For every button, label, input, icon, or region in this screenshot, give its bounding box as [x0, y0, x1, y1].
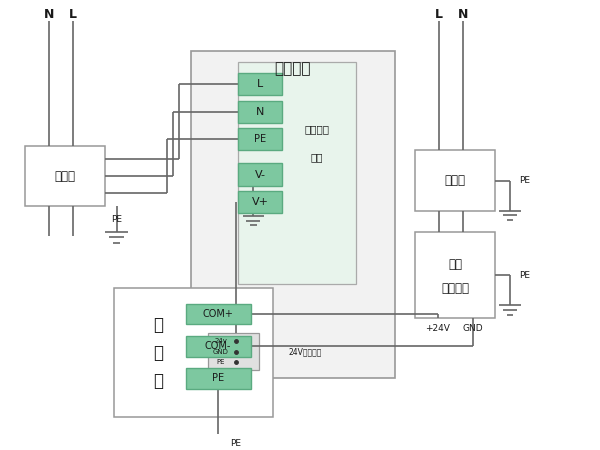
Bar: [185, 368, 251, 389]
Text: V-: V-: [254, 170, 266, 180]
Bar: [238, 100, 282, 123]
Text: 滤波器: 滤波器: [445, 174, 466, 187]
Text: 开关电源: 开关电源: [442, 282, 469, 295]
Text: PE: PE: [111, 215, 122, 224]
Text: N: N: [458, 9, 469, 22]
Text: 24V电源接口: 24V电源接口: [288, 347, 322, 356]
Text: PE: PE: [217, 359, 225, 365]
Text: +24V: +24V: [425, 324, 450, 333]
Text: 接: 接: [154, 316, 163, 334]
Bar: [113, 288, 274, 417]
Bar: [185, 304, 251, 324]
Text: N: N: [44, 9, 54, 22]
Text: GND: GND: [213, 349, 229, 355]
Text: L: L: [436, 9, 443, 22]
Bar: [238, 163, 282, 186]
Text: 自备: 自备: [448, 258, 463, 271]
Text: V+: V+: [251, 197, 269, 207]
Text: 系统专用: 系统专用: [305, 124, 329, 134]
Text: COM-: COM-: [205, 341, 231, 351]
Text: PE: PE: [519, 176, 530, 185]
Text: 线: 线: [154, 344, 163, 362]
Text: PE: PE: [519, 271, 530, 280]
Text: COM+: COM+: [203, 309, 233, 319]
Text: 电源: 电源: [311, 153, 323, 162]
Text: PE: PE: [230, 438, 241, 447]
Bar: [238, 128, 282, 150]
Bar: [185, 336, 251, 356]
Bar: [238, 73, 282, 95]
Text: N: N: [256, 107, 264, 117]
Text: L: L: [69, 9, 77, 22]
Text: 系统主机: 系统主机: [274, 61, 311, 76]
Bar: [415, 232, 495, 318]
Bar: [415, 150, 495, 211]
Text: PE: PE: [254, 134, 266, 144]
Text: PE: PE: [212, 374, 224, 383]
Text: 24v: 24v: [214, 338, 227, 344]
Bar: [208, 333, 259, 370]
Bar: [25, 146, 105, 207]
Bar: [191, 51, 395, 378]
Bar: [238, 191, 282, 213]
Text: GND: GND: [463, 324, 483, 333]
Text: L: L: [257, 79, 263, 89]
Bar: [238, 62, 356, 284]
Text: 滤波器: 滤波器: [55, 170, 76, 183]
Text: 盒: 盒: [154, 372, 163, 390]
